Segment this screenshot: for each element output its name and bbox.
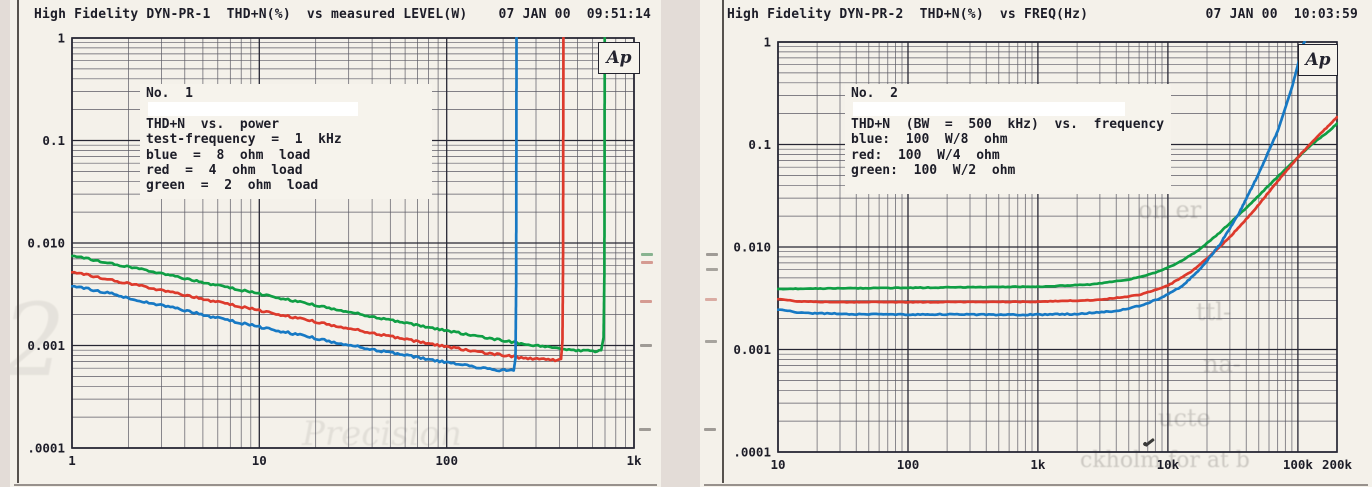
y-tick-label: 0.010 [27,236,65,251]
y-tick-label: 1 [57,31,65,46]
note-legend-red: red = 4 ohm load [146,162,303,178]
y-tick-label: 0.1 [748,137,771,152]
chart-timestamp: 07 JAN 00 10:03:59 [1205,7,1358,22]
curve-blue-100w-8ohm [777,41,1307,317]
curve-red-100w-4ohm [777,115,1338,304]
note-line: THD+N (BW = 500 kHz) vs. frequency [851,116,1165,132]
y-tick-label: .0001 [733,445,771,460]
curve-green-2ohm [71,37,607,354]
redaction-strip [853,102,1125,117]
x-tick-label: 10 [770,457,785,472]
note-spacer [146,101,432,117]
plot-border [777,41,1338,453]
curve-blue-8ohm [71,37,518,373]
note-legend-green: green: 100 W/2 ohm [851,162,1016,178]
annotation-box: No. 2 THD+N (BW = 500 kHz) vs. frequency… [845,84,1171,194]
chart-title: High Fidelity DYN-PR-2 THD+N(%) vs FREQ(… [727,7,1089,22]
x-tick-label: 200k [1322,457,1353,472]
curve-green-100w-2ohm [777,122,1338,291]
curves-layer [777,41,1338,317]
note-legend-blue: blue = 8 ohm load [146,147,311,163]
scan-bottom-line [704,484,1368,486]
chart-timestamp: 07 JAN 00 09:51:14 [498,7,651,22]
plot-border [71,37,635,449]
x-tick-label: 100 [435,453,458,468]
y-tick-label: 0.1 [42,133,65,148]
audio-precision-logo: Ap [598,42,640,74]
note-legend-red: red: 100 W/4 ohm [851,147,1000,163]
y-tick-label: 0.001 [733,342,771,357]
note-line: THD+N vs. power [146,116,280,132]
note-spacer [851,101,1171,117]
x-tick-label: 10k [1157,457,1180,472]
scan-edge-line [17,0,19,483]
redaction-strip [148,102,358,117]
x-tick-label: 100k [1283,457,1314,472]
y-tick-label: 1 [763,35,771,50]
annotation-box: No. 1 THD+N vs. power test-frequency = 1… [140,84,432,199]
thd-vs-frequency-plot: 10 100 1k 10k 100k 200k 1 0.1 0.010 0.001 .0001 [733,35,1353,473]
x-tick-label: 1k [1030,457,1046,472]
x-tick-label: 1k [626,453,642,468]
note-legend-blue: blue: 100 W/8 ohm [851,132,1008,148]
curve-red-4ohm [71,37,565,363]
x-tick-label: 100 [897,457,920,472]
note-number: No. 1 [146,86,193,101]
note-legend-green: green = 2 ohm load [146,178,319,194]
y-tick-label: .0001 [27,441,65,456]
audio-precision-logo: Ap [1298,44,1338,76]
note-number: No. 2 [851,86,898,101]
x-tick-label: 10 [252,453,267,468]
scan-bottom-line [14,484,657,486]
y-tick-label: 0.001 [27,338,65,353]
scan-edge-line [722,0,724,483]
x-tick-label: 1 [68,453,76,468]
chart-title: High Fidelity DYN-PR-1 THD+N(%) vs measu… [34,7,468,22]
note-line: test-frequency = 1 kHz [146,132,342,148]
curves-layer [71,37,607,373]
thd-vs-power-plot: 1 10 100 1k 1 0.1 0.010 0.001 .0001 [27,31,642,469]
y-tick-label: 0.010 [733,240,771,255]
chart-panel-dyn-pr-2: on er ttl-na-ucte ckholm for at b 10 100 1k 1… [700,0,1372,487]
